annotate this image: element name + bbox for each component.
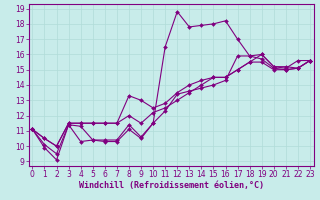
X-axis label: Windchill (Refroidissement éolien,°C): Windchill (Refroidissement éolien,°C) — [79, 181, 264, 190]
